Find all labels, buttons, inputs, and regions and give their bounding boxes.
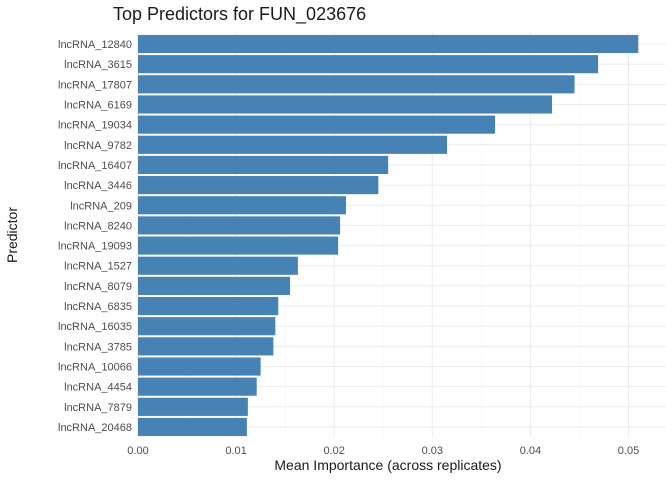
y-axis-title: Predictor	[4, 207, 20, 263]
bar	[138, 95, 552, 114]
y-tick-label: lncRNA_17807	[58, 79, 132, 91]
y-tick-label: lncRNA_6169	[64, 99, 132, 111]
bar	[138, 377, 257, 396]
bar	[138, 216, 341, 235]
x-tick-label: 0.01	[225, 445, 246, 457]
bar	[138, 236, 339, 255]
y-tick-label: lncRNA_4454	[64, 382, 132, 394]
y-tick-label: lncRNA_9782	[64, 140, 132, 152]
y-tick-label: lncRNA_12840	[58, 39, 132, 51]
x-tick-label: 0.02	[323, 445, 344, 457]
bar	[138, 55, 599, 74]
bar	[138, 276, 291, 295]
y-tick-labels: lncRNA_12840 lncRNA_3615 lncRNA_17807 lncRN…	[58, 39, 132, 434]
y-tick-label: lncRNA_19093	[58, 241, 132, 253]
y-tick-label: lncRNA_3785	[64, 341, 132, 353]
x-axis-title: Mean Importance (across replicates)	[274, 457, 501, 473]
y-tick-label: lncRNA_8240	[64, 220, 132, 232]
bar	[138, 317, 276, 336]
y-tick-label: lncRNA_7879	[64, 402, 132, 414]
bar	[138, 256, 298, 275]
chart-title: Top Predictors for FUN_023676	[113, 4, 366, 25]
bar	[138, 357, 261, 376]
x-tick-labels: 0.00 0.01 0.02 0.03 0.04 0.05	[127, 445, 639, 457]
bar	[138, 296, 279, 316]
y-tick-label: lncRNA_8079	[64, 281, 132, 293]
bar	[138, 417, 247, 437]
bar	[138, 155, 389, 175]
x-tick-label: 0.05	[618, 445, 639, 457]
y-tick-label: lncRNA_16407	[58, 160, 132, 172]
y-tick-label: lncRNA_3446	[64, 180, 132, 192]
bar	[138, 115, 496, 134]
bar	[138, 176, 379, 195]
y-tick-label: lncRNA_16035	[58, 321, 132, 333]
bar	[138, 75, 575, 94]
x-tick-label: 0.03	[422, 445, 443, 457]
bars	[138, 34, 639, 437]
bar	[138, 397, 248, 416]
x-tick-label: 0.04	[520, 445, 541, 457]
y-tick-label: lncRNA_209	[70, 200, 132, 212]
bar	[138, 196, 346, 215]
bar	[138, 34, 639, 54]
y-tick-label: lncRNA_1527	[64, 261, 132, 273]
y-tick-label: lncRNA_3615	[64, 59, 132, 71]
y-tick-label: lncRNA_19034	[58, 120, 132, 132]
y-tick-label: lncRNA_10066	[58, 362, 132, 374]
bar	[138, 337, 274, 356]
x-tick-label: 0.00	[127, 445, 148, 457]
y-tick-label: lncRNA_20468	[58, 422, 132, 434]
y-tick-label: lncRNA_6835	[64, 301, 132, 313]
bar	[138, 135, 448, 154]
